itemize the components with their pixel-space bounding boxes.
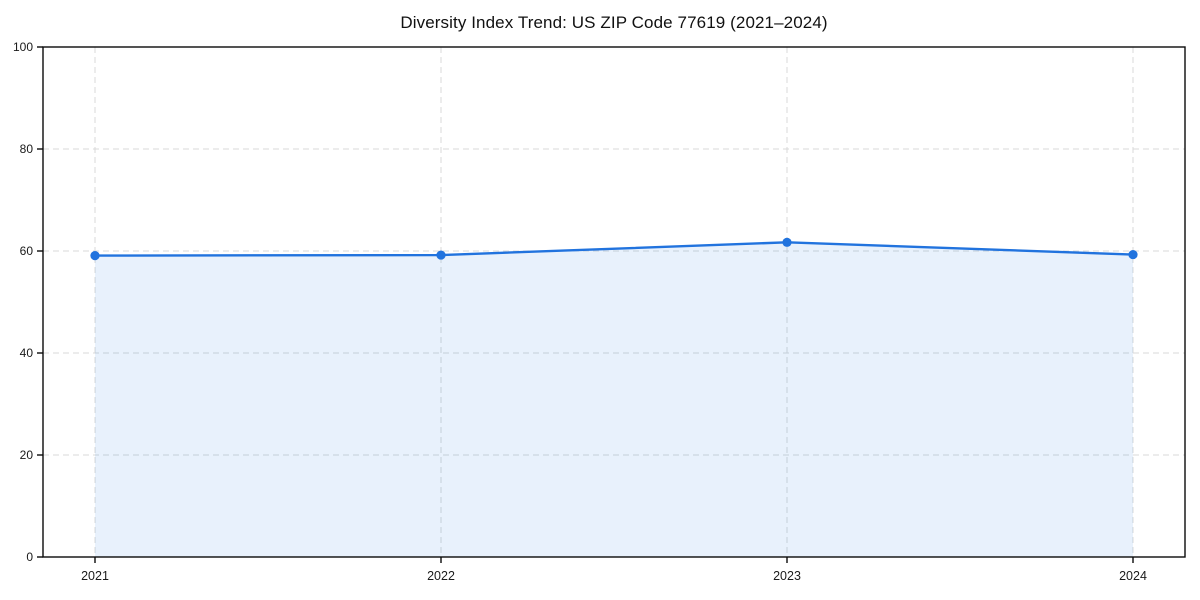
y-tick-label-100: 100 bbox=[13, 40, 33, 54]
x-tick-label-2024: 2024 bbox=[1119, 569, 1147, 583]
y-tick-label-40: 40 bbox=[20, 346, 34, 360]
data-point-2023 bbox=[782, 237, 792, 247]
data-point-2022 bbox=[436, 250, 446, 260]
data-point-2021 bbox=[90, 250, 100, 261]
plot-border bbox=[42, 46, 1186, 558]
trend-line bbox=[93, 241, 1135, 257]
y-tick-label-0: 0 bbox=[26, 550, 33, 564]
data-point-2024 bbox=[1128, 249, 1138, 260]
plot-area bbox=[43, 47, 1185, 557]
x-tick-label-2021: 2021 bbox=[81, 569, 109, 583]
y-tick-label-80: 80 bbox=[20, 142, 34, 156]
x-tick-label-2022: 2022 bbox=[427, 569, 455, 583]
chart-title: Diversity Index Trend: US ZIP Code 77619… bbox=[400, 13, 828, 32]
y-tick-label-60: 60 bbox=[20, 244, 34, 258]
y-tick-label-20: 20 bbox=[20, 448, 34, 462]
x-tick-label-2023: 2023 bbox=[773, 569, 801, 583]
area-fill bbox=[95, 242, 1133, 557]
